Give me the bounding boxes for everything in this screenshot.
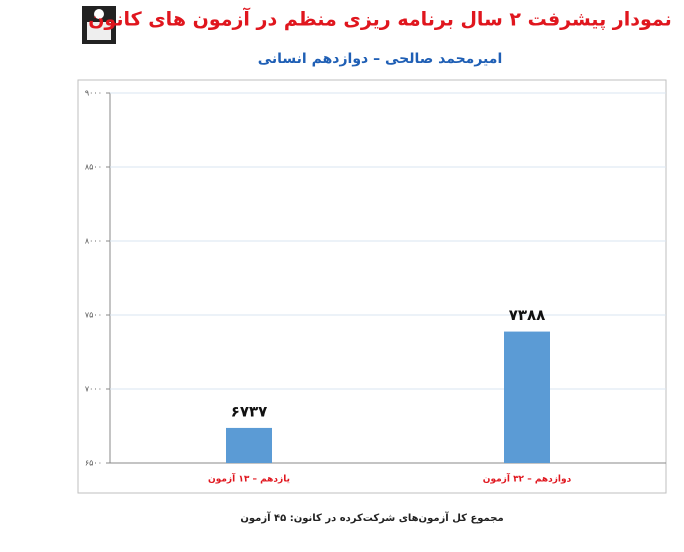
logo	[82, 6, 116, 44]
x-tick-label: یازدهم – ۱۳ آزمون	[208, 473, 290, 485]
y-tick-label: ۸۵۰۰	[85, 163, 102, 172]
logo-head	[94, 9, 104, 19]
footnote: مجموع کل آزمون‌های شرکت‌کرده در کانون: ۴…	[240, 511, 503, 524]
y-tick-label: ۸۰۰۰	[85, 237, 102, 246]
y-tick-label: ۹۰۰۰	[85, 89, 102, 98]
chart-title: نمودار پیشرفت ۲ سال برنامه ریزی منظم در …	[88, 7, 672, 31]
bar	[226, 427, 272, 463]
y-tick-label: ۷۰۰۰	[85, 385, 102, 394]
logo-panel	[87, 22, 111, 40]
chart-subtitle: امیرمحمد صالحی – دوازدهم انسانی	[258, 51, 503, 67]
bar	[504, 331, 550, 463]
data-label: ۷۳۸۸	[509, 306, 546, 324]
data-label: ۶۷۳۷	[231, 402, 268, 420]
x-tick-label: دوازدهم – ۳۲ آزمون	[483, 473, 572, 485]
y-tick-label: ۶۵۰۰	[85, 459, 102, 468]
y-tick-label: ۷۵۰۰	[85, 311, 102, 320]
chart-frame	[77, 79, 667, 494]
